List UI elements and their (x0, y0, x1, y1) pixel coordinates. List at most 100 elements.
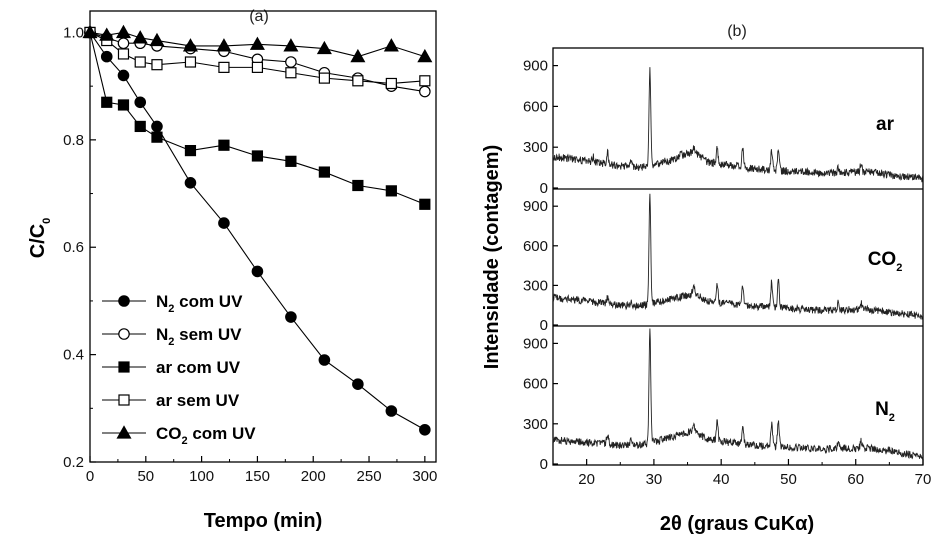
y-tick-label: 0 (540, 456, 548, 473)
data-point (419, 85, 431, 98)
data-point (218, 139, 230, 151)
data-point (151, 120, 163, 133)
gas-label-2: N2 (875, 399, 895, 424)
data-point (149, 32, 165, 47)
legend-marker (118, 328, 130, 340)
data-point (249, 36, 265, 50)
panel-a: (a) 0 50 100 150 200 250 300 0.2 0.4 0.6 0.8 1.0 N2… (27, 8, 437, 532)
y-tick-label: 900 (523, 335, 548, 352)
data-point (318, 72, 330, 84)
legend-entry-0: N2 com UV (102, 292, 243, 315)
legend-label: N2 com UV (156, 292, 243, 315)
data-point (117, 99, 130, 111)
data-point (115, 24, 132, 39)
legend-entry-1: N2 sem UV (102, 325, 242, 348)
panel-a-label: (a) (249, 8, 269, 25)
data-point (184, 144, 197, 157)
data-point (134, 120, 146, 133)
xrd-trace-0 (552, 67, 924, 183)
data-point (283, 38, 299, 52)
data-point (218, 61, 230, 73)
x-tick-label: 40 (713, 471, 730, 488)
data-point (385, 185, 397, 197)
y-tick-label: 600 (523, 238, 548, 255)
data-point (218, 217, 230, 229)
y-tick-label: 0.2 (63, 454, 84, 471)
panel-b-xlabel: 2θ (graus CuKα) (660, 513, 814, 535)
series-4 (82, 24, 433, 63)
legend-entry-4: CO2 com UV (102, 424, 256, 447)
legend-marker (116, 425, 132, 439)
panel-a-ticks: 0 50 100 150 200 250 300 0.2 0.4 0.6 0.8 1.0 (63, 24, 437, 485)
legend-marker (118, 295, 130, 307)
x-tick-label: 50 (780, 471, 797, 488)
x-tick-label: 30 (646, 471, 663, 488)
data-point (182, 38, 198, 52)
legend-entry-3: ar sem UV (102, 391, 240, 410)
data-point (100, 50, 113, 63)
data-point (385, 405, 398, 417)
panel-b-label: (b) (727, 23, 747, 40)
panel-a-series (82, 24, 433, 436)
data-point (419, 75, 431, 87)
y-tick-label: 0 (540, 317, 548, 334)
y-tick-label: 600 (523, 376, 548, 393)
xrd-trace-1 (552, 193, 924, 320)
x-tick-label: 20 (578, 471, 595, 488)
y-tick-label: 900 (523, 58, 548, 75)
legend-marker (118, 394, 130, 406)
data-point (352, 75, 364, 87)
data-point (184, 177, 197, 189)
legend-label: N2 sem UV (156, 325, 242, 348)
legend-entry-2: ar com UV (102, 358, 241, 377)
data-point (151, 131, 163, 143)
data-point (151, 59, 163, 71)
x-tick-label: 60 (847, 471, 864, 488)
y-tick-label: 300 (523, 416, 548, 433)
data-point (385, 77, 397, 90)
data-point (251, 265, 264, 278)
data-point (352, 179, 364, 192)
y-tick-label: 0.4 (63, 347, 84, 364)
x-tick-label: 300 (412, 468, 437, 485)
data-point (117, 48, 130, 60)
data-point (216, 38, 232, 52)
data-point (132, 30, 148, 44)
y-tick-label: 900 (523, 198, 548, 215)
legend-label: CO2 com UV (156, 424, 256, 447)
data-point (134, 96, 147, 109)
data-point (134, 56, 146, 68)
panel-a-xlabel: Tempo (min) (204, 510, 323, 532)
data-point (117, 69, 130, 82)
x-tick-label: 100 (189, 468, 214, 485)
series-line (89, 32, 426, 431)
panel-a-frame (89, 10, 437, 463)
data-point (285, 67, 297, 79)
data-point (383, 38, 399, 52)
data-point (101, 96, 113, 108)
legend-marker (118, 361, 130, 373)
data-point (285, 155, 297, 167)
panel-b-traces (552, 67, 924, 460)
series-0 (84, 26, 431, 436)
data-point (350, 48, 366, 63)
y-tick-label: 300 (523, 139, 548, 156)
data-point (352, 378, 364, 390)
data-point (318, 354, 331, 366)
x-tick-label: 70 (915, 471, 932, 488)
x-tick-label: 50 (137, 468, 154, 485)
x-tick-label: 0 (86, 468, 94, 485)
data-point (251, 150, 264, 162)
data-point (417, 48, 433, 63)
panel-b-ylabel: Intensidade (contagem) (481, 145, 503, 369)
data-point (285, 311, 297, 323)
y-tick-label: 300 (523, 277, 548, 294)
y-tick-label: 0.6 (63, 239, 84, 256)
panel-b: (b) 20 30 40 50 60 70030060090003006009000300… (481, 23, 931, 535)
data-point (316, 40, 332, 55)
gas-label-1: CO2 (868, 249, 903, 274)
y-tick-label: 600 (523, 98, 548, 115)
data-point (99, 27, 115, 41)
data-point (251, 61, 264, 73)
panel-b-ticks: 20 30 40 50 60 700300600900030060090003006009… (523, 58, 931, 488)
